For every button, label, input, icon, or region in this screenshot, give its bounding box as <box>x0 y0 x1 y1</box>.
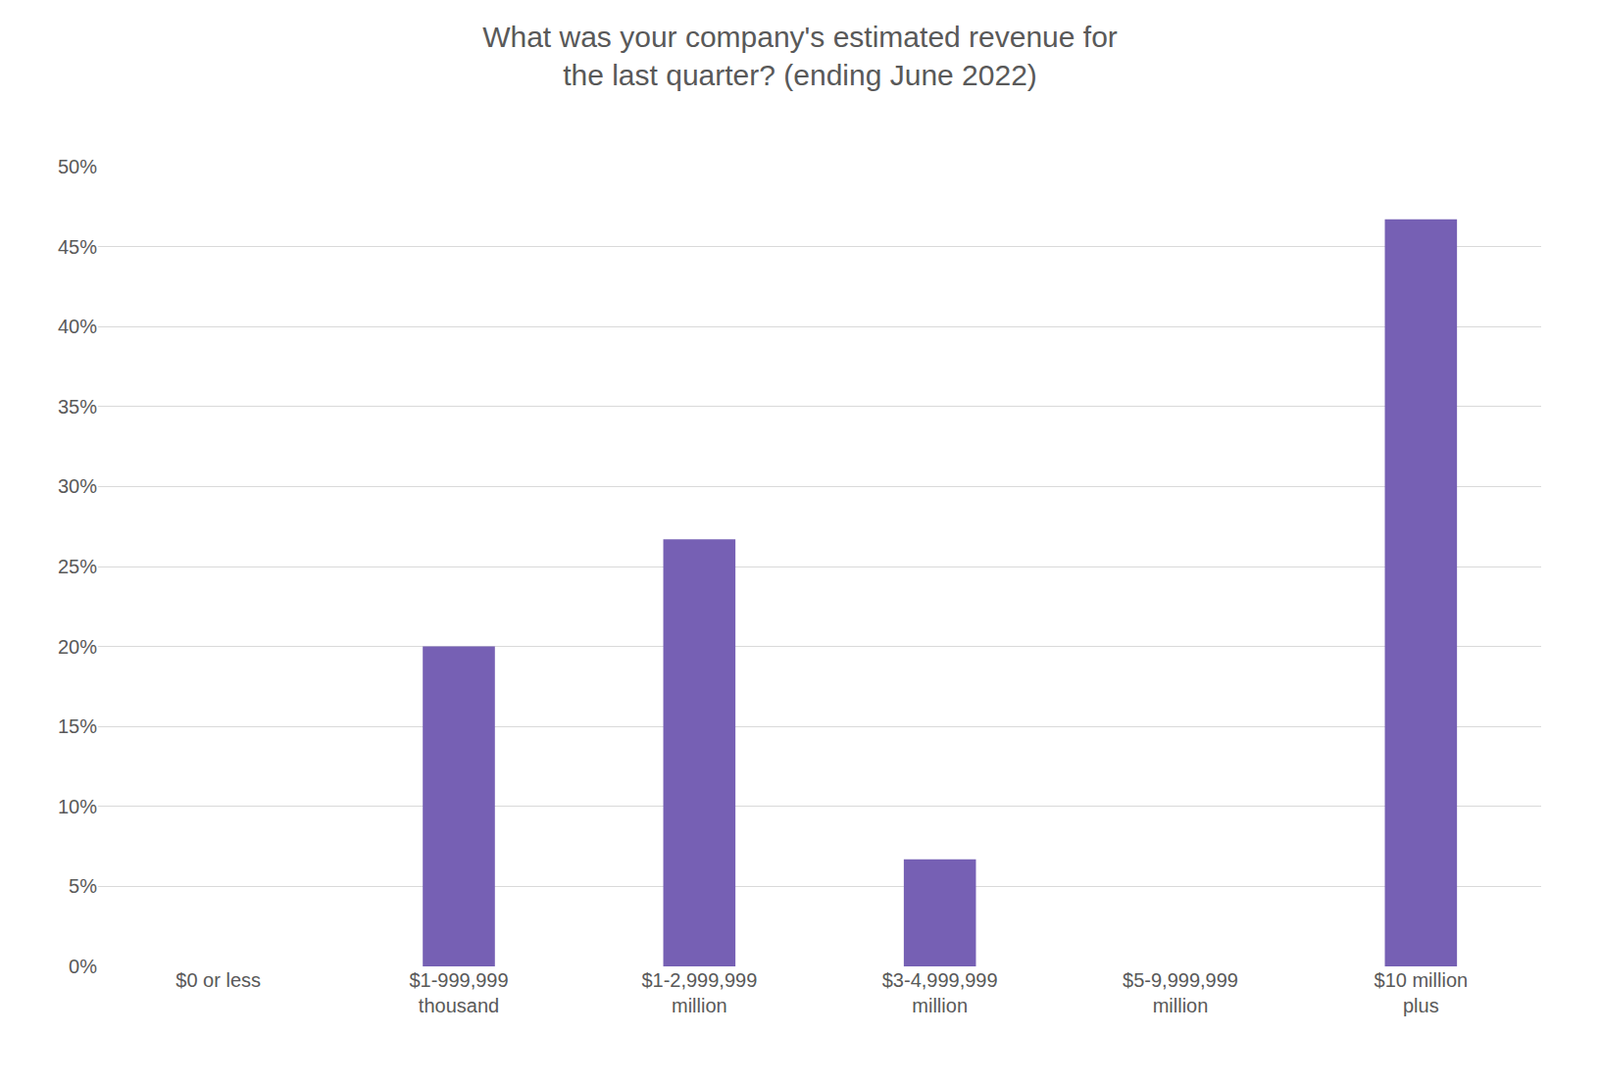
svg-text:30%: 30% <box>57 475 98 498</box>
svg-text:0%: 0% <box>68 955 98 978</box>
svg-text:35%: 35% <box>57 396 98 418</box>
svg-text:$5-9,999,999million: $5-9,999,999million <box>1122 969 1239 1017</box>
svg-text:$10 millionplus: $10 millionplus <box>1374 969 1469 1017</box>
svg-text:$0 or less: $0 or less <box>175 969 261 992</box>
svg-text:45%: 45% <box>57 236 98 258</box>
svg-text:20%: 20% <box>57 636 98 658</box>
svg-text:10%: 10% <box>57 796 98 818</box>
svg-text:15%: 15% <box>57 715 98 738</box>
svg-text:$1-999,999thousand: $1-999,999thousand <box>408 969 508 1017</box>
svg-text:50%: 50% <box>57 155 98 178</box>
svg-text:25%: 25% <box>57 555 98 578</box>
svg-text:$1-2,999,999million: $1-2,999,999million <box>641 969 757 1017</box>
svg-text:5%: 5% <box>68 875 98 898</box>
svg-text:$3-4,999,999million: $3-4,999,999million <box>882 969 999 1017</box>
svg-text:40%: 40% <box>57 315 98 338</box>
svg-text:What was your company's estima: What was your company's estimated revenu… <box>482 20 1118 92</box>
